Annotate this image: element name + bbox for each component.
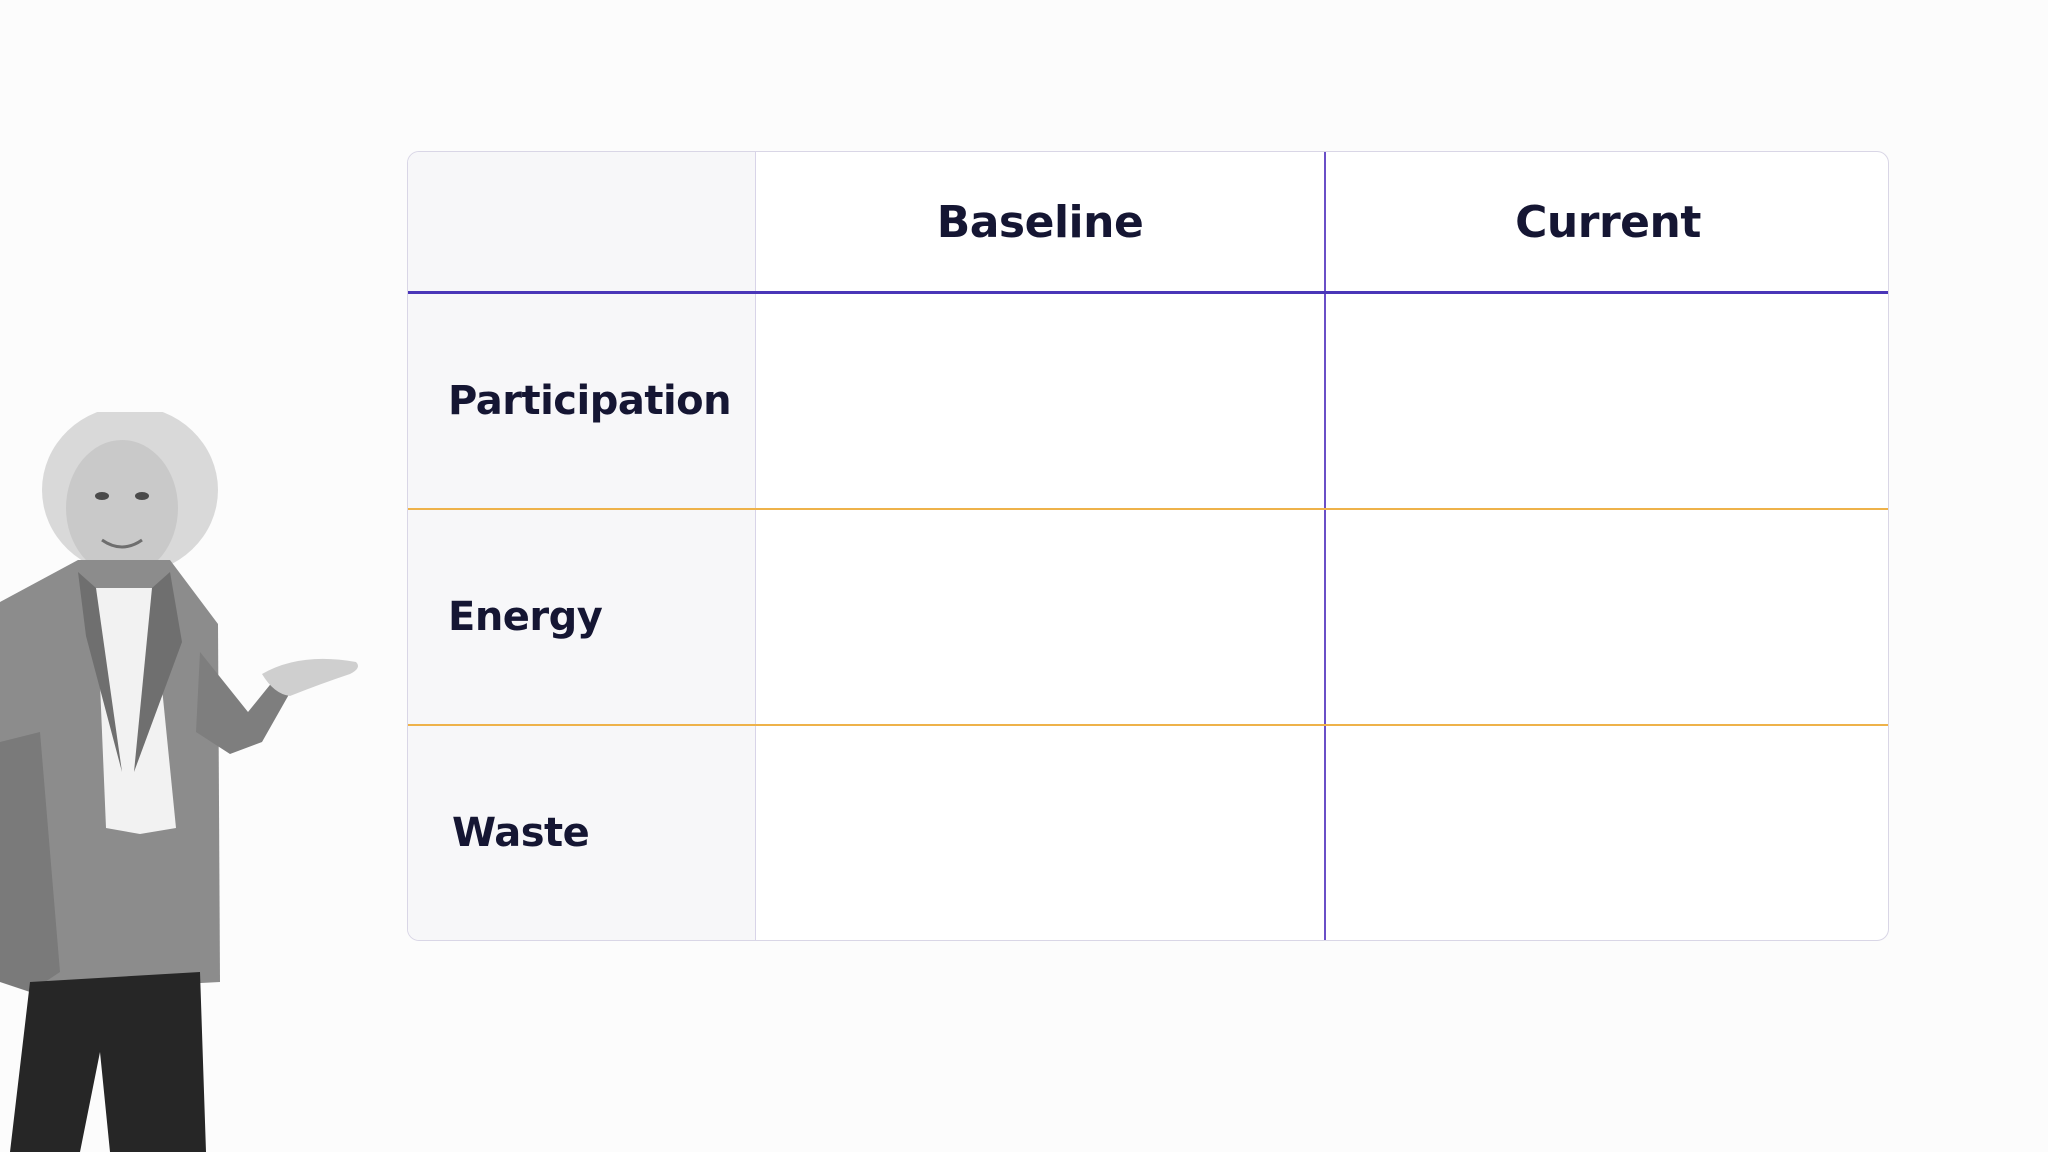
- column-header-baseline: Baseline: [936, 196, 1144, 248]
- column-header-current: Current: [1515, 196, 1701, 248]
- row-label-energy: Energy: [448, 594, 603, 640]
- label-column-divider: [755, 152, 756, 940]
- presenter-figure: [0, 412, 380, 1152]
- comparison-table: Baseline Current Participation Energy Wa…: [407, 151, 1889, 941]
- row-label-waste: Waste: [452, 810, 590, 856]
- cell-energy-current: [1326, 510, 1888, 724]
- cell-waste-baseline: [756, 726, 1324, 940]
- row-divider: [408, 508, 1888, 510]
- cell-participation-baseline: [756, 294, 1324, 508]
- row-label-participation: Participation: [448, 378, 732, 424]
- header-rule: [408, 291, 1888, 294]
- row-divider: [408, 724, 1888, 726]
- column-divider: [1324, 152, 1326, 940]
- cell-energy-baseline: [756, 510, 1324, 724]
- cell-waste-current: [1326, 726, 1888, 940]
- row-label-column: [408, 152, 755, 940]
- cell-participation-current: [1326, 294, 1888, 508]
